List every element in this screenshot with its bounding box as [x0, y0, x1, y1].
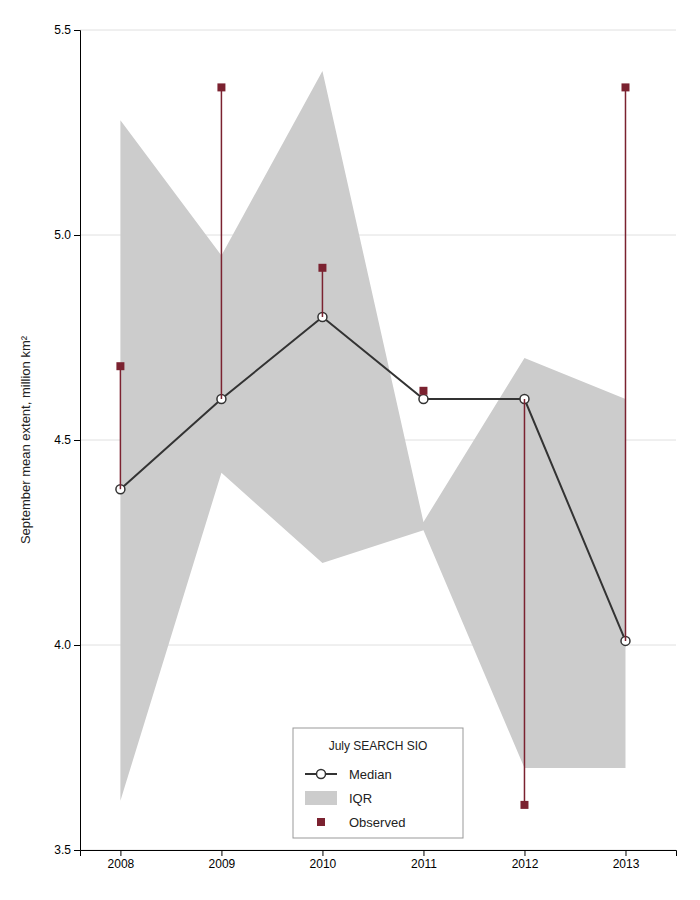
y-tick-label: 4.5: [54, 433, 71, 447]
y-tick: 4.0: [54, 638, 80, 652]
y-tick-label: 5.0: [54, 228, 71, 242]
grid-line: [80, 30, 676, 31]
y-axis-line: [74, 31, 81, 851]
y-tick: 4.5: [54, 433, 80, 447]
x-tick-mark: [625, 850, 626, 856]
median-point: [419, 395, 428, 404]
legend: July SEARCH SIO Median IQR Observed: [293, 728, 463, 838]
series-area: [120, 71, 625, 801]
x-axis: 2008 2009 2010 2011 2012 2013: [81, 850, 677, 871]
legend-label: Median: [349, 767, 392, 782]
observed-point: [116, 362, 124, 370]
y-tick-mark: [74, 30, 80, 31]
x-tick-mark: [524, 850, 525, 856]
y-tick-mark: [74, 440, 80, 441]
x-tick-mark: [120, 850, 121, 856]
y-tick-mark: [74, 850, 80, 851]
grid: [80, 30, 676, 850]
series-scatter: [116, 83, 629, 809]
observed-point: [318, 264, 326, 272]
y-tick-label: 3.5: [54, 843, 71, 857]
legend-swatch: [317, 770, 326, 779]
chart-svg: 2008 2009 2010 2011 2012 2013 3.5 4.0 4.5 5.0 5.5 S…: [0, 0, 700, 900]
x-tick: 2008: [108, 850, 135, 871]
legend-item: IQR: [305, 791, 372, 806]
legend-item: Median: [305, 767, 392, 782]
iqr-area: [120, 71, 625, 801]
observed-stem: [221, 87, 223, 399]
x-tick-mark: [423, 850, 424, 856]
legend-item: Observed: [317, 815, 405, 830]
y-axis: 3.5 4.0 4.5 5.0 5.5: [54, 23, 80, 857]
x-tick: 2010: [310, 850, 337, 871]
x-tick: 2009: [209, 850, 236, 871]
observed-stem: [625, 87, 627, 641]
y-tick-mark: [74, 235, 80, 236]
legend-swatch: [317, 818, 325, 826]
x-tick-mark: [221, 850, 222, 856]
observed-point: [520, 801, 528, 809]
y-tick: 3.5: [54, 843, 80, 857]
legend-label: IQR: [349, 791, 372, 806]
legend-title: July SEARCH SIO: [329, 739, 428, 753]
y-tick-mark: [74, 645, 80, 646]
x-tick-label: 2010: [310, 857, 337, 871]
x-tick-label: 2012: [512, 857, 539, 871]
observed-stem: [120, 366, 122, 489]
y-tick-label: 4.0: [54, 638, 71, 652]
x-axis-line: [81, 851, 677, 857]
legend-box: [293, 728, 463, 838]
x-tick-label: 2011: [411, 857, 437, 871]
plot-area: [116, 71, 630, 809]
observed-point: [621, 83, 629, 91]
series-line: [116, 313, 630, 646]
x-tick: 2013: [613, 850, 640, 871]
y-axis-title: September mean extent, million km²: [18, 335, 33, 544]
observed-stem: [524, 399, 526, 805]
y-tick: 5.0: [54, 228, 80, 242]
observed-point: [419, 387, 427, 395]
x-tick-label: 2009: [209, 857, 236, 871]
x-tick: 2012: [512, 850, 539, 871]
observed-point: [217, 83, 225, 91]
median-line: [120, 317, 625, 641]
x-tick: 2011: [411, 850, 437, 871]
y-tick-label: 5.5: [54, 23, 71, 37]
legend-label: Observed: [349, 815, 405, 830]
x-tick-label: 2008: [108, 857, 135, 871]
observed-stem: [322, 268, 324, 317]
x-tick-label: 2013: [613, 857, 640, 871]
y-tick: 5.5: [54, 23, 80, 37]
x-tick-mark: [322, 850, 323, 856]
legend-swatch: [305, 791, 337, 805]
